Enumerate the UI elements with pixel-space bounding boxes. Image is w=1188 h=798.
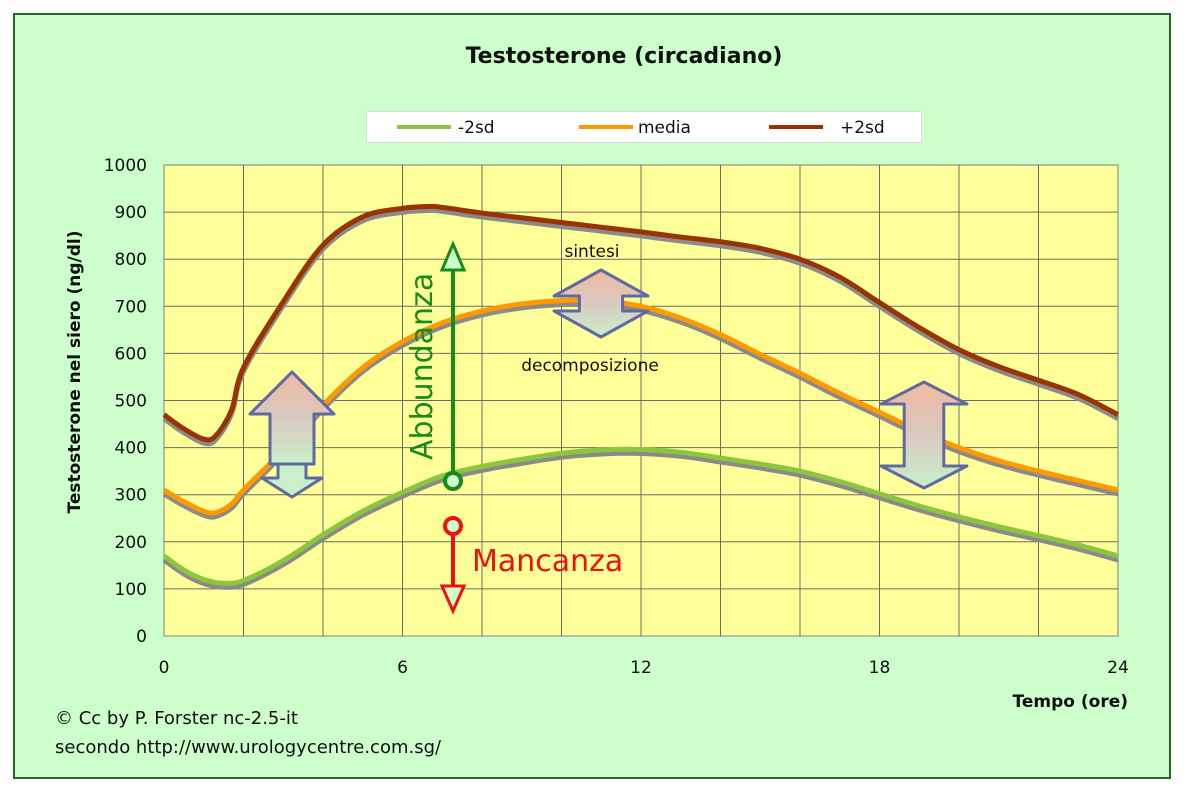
y-tick-label: 100 (115, 580, 147, 600)
y-tick-labels: 0 100 200 300 400 500 600 700 800 900 1000 (104, 156, 147, 647)
x-tick-labels: 0 6 12 18 24 (159, 658, 1129, 678)
x-tick-label: 24 (1107, 658, 1129, 678)
credit-source: secondo http://www.urologycentre.com.sg/ (55, 737, 442, 758)
decomposizione-label: decomposizione (521, 356, 659, 376)
y-tick-label: 700 (115, 297, 147, 317)
x-tick-label: 0 (159, 658, 170, 678)
credit-license: © Cc by P. Forster nc-2.5-it (55, 708, 298, 729)
double-arrow-right (879, 380, 969, 490)
annotations: Abbundanza Mancanza sintesi decomposizione (248, 240, 969, 615)
abbundanza-label: Abbundanza (405, 273, 440, 460)
y-tick-label: 0 (136, 627, 147, 647)
x-axis-label: Tempo (ore) (1012, 692, 1128, 712)
mancanza-arrow-head (439, 584, 467, 615)
y-tick-label: 300 (115, 486, 147, 506)
legend-swatch-plus-2sd (769, 125, 823, 129)
x-tick-label: 18 (869, 658, 891, 678)
chart-title: Testosterone (circadiano) (465, 44, 783, 69)
sintesi-label: sintesi (564, 242, 619, 262)
legend-label-plus-2sd: +2sd (840, 118, 885, 138)
y-tick-label: 800 (115, 250, 147, 270)
y-tick-label: 1000 (104, 156, 147, 176)
abbundanza-arrow-head (439, 240, 467, 272)
y-tick-label: 600 (115, 344, 147, 364)
decomposition-arrow-left (260, 462, 324, 499)
series-shadow-minus2sd (162, 450, 1119, 590)
legend-label-minus-2sd: -2sd (458, 118, 495, 138)
y-tick-label: 500 (115, 392, 147, 412)
legend-label-media: media (638, 118, 691, 138)
y-tick-label: 900 (115, 203, 147, 223)
abbundanza-marker (443, 471, 463, 491)
double-arrow-middle (552, 268, 650, 339)
chart-legend: -2sd media +2sd (366, 111, 922, 143)
x-tick-label: 6 (397, 658, 408, 678)
y-tick-label: 400 (115, 439, 147, 459)
mancanza-label: Mancanza (472, 544, 623, 579)
legend-swatch-minus-2sd (397, 125, 451, 129)
series-line-plus2sd (162, 203, 1120, 443)
x-tick-label: 12 (630, 658, 652, 678)
legend-swatch-media (579, 125, 633, 129)
mancanza-marker (443, 516, 463, 536)
series-line-minus2sd (162, 446, 1119, 586)
gridlines (164, 165, 1118, 636)
y-tick-label: 200 (115, 533, 147, 553)
